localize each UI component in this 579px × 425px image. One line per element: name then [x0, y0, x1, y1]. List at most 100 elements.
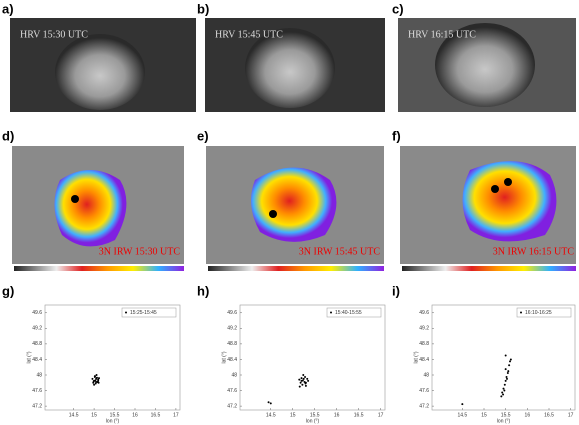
panel-label: i)	[392, 283, 400, 298]
x-tick-label: 15	[91, 412, 97, 418]
point	[97, 381, 100, 384]
point	[98, 377, 100, 380]
plot-frame	[239, 304, 386, 411]
point	[505, 377, 508, 380]
y-tick-label: 47.2	[227, 403, 237, 409]
marker	[269, 210, 277, 218]
y-axis-label: lat (°)	[221, 351, 227, 363]
x-tick-label: 16	[334, 412, 340, 418]
panel-label: h)	[197, 283, 209, 298]
point	[94, 382, 97, 385]
y-tick-label: 49.6	[227, 310, 237, 316]
panel-label: g)	[2, 283, 14, 298]
legend-label: 16:10-16:25	[525, 310, 552, 316]
x-tick-label: 14.5	[266, 412, 276, 418]
point	[301, 379, 304, 382]
x-tick-label: 16	[132, 412, 138, 418]
colorbar	[14, 266, 184, 271]
panel-label: f)	[392, 128, 401, 143]
point	[298, 385, 301, 388]
x-axis-label: lon (°)	[306, 418, 320, 424]
point	[299, 381, 302, 384]
point	[502, 387, 505, 390]
point	[95, 376, 98, 379]
point	[91, 377, 94, 380]
point	[504, 354, 507, 357]
y-tick-label: 49.2	[227, 326, 237, 332]
y-tick-label: 49.6	[32, 310, 42, 316]
x-axis-label: lon (°)	[106, 418, 120, 424]
x-tick-label: 17	[568, 412, 574, 418]
point	[300, 377, 303, 380]
x-axis-label: lon (°)	[497, 418, 511, 424]
panel-label: d)	[2, 128, 14, 143]
point	[503, 389, 506, 392]
y-tick-label: 48	[423, 372, 429, 378]
y-axis-label: lat (°)	[413, 351, 419, 363]
point	[93, 383, 96, 386]
x-tick-label: 15.5	[501, 412, 511, 418]
y-tick-label: 49.2	[419, 326, 429, 332]
marker	[491, 185, 499, 193]
point	[304, 384, 307, 387]
point	[95, 381, 98, 383]
point	[504, 368, 507, 371]
y-tick-label: 47.6	[419, 388, 429, 394]
legend-label: 15:25-15:45	[130, 310, 157, 316]
point	[507, 370, 510, 373]
point	[269, 402, 272, 405]
x-tick-label: 15.5	[110, 412, 120, 418]
legend-label: 15:40-15:55	[335, 310, 362, 316]
y-tick-label: 48.4	[227, 357, 237, 363]
cloud	[55, 34, 145, 110]
point	[304, 375, 307, 378]
x-tick-label: 15	[290, 412, 296, 418]
y-tick-label: 49.2	[32, 326, 42, 332]
y-tick-label: 47.6	[227, 388, 237, 394]
y-axis-label: lat (°)	[26, 351, 32, 363]
caption: 3N IRW 15:30 UTC	[99, 246, 181, 257]
y-tick-label: 48.8	[32, 341, 42, 347]
y-tick-label: 47.6	[32, 388, 42, 394]
point	[94, 379, 97, 382]
point	[502, 393, 505, 396]
legend-marker	[330, 311, 332, 314]
legend-marker	[125, 311, 127, 314]
caption: HRV 16:15 UTC	[408, 29, 476, 40]
y-tick-label: 49.6	[419, 310, 429, 316]
y-tick-label: 47.2	[32, 403, 42, 409]
panel-label: c)	[392, 1, 404, 16]
legend-marker	[520, 311, 522, 314]
point	[306, 377, 309, 380]
x-tick-label: 15.5	[310, 412, 320, 418]
point	[301, 383, 304, 386]
plot-frame	[44, 304, 181, 411]
point	[509, 358, 512, 361]
marker	[504, 178, 512, 186]
x-tick-label: 17	[378, 412, 384, 418]
point	[508, 364, 511, 367]
point	[509, 360, 511, 363]
x-tick-label: 16.5	[354, 412, 364, 418]
ir-cloud	[251, 167, 337, 242]
x-tick-label: 14.5	[69, 412, 79, 418]
point	[267, 401, 270, 404]
point	[93, 375, 96, 378]
y-tick-label: 48	[231, 372, 237, 378]
point	[505, 375, 508, 378]
x-tick-label: 14.5	[457, 412, 467, 418]
caption: HRV 15:45 UTC	[215, 29, 283, 40]
point	[500, 395, 503, 398]
legend-box	[516, 307, 572, 318]
x-tick-label: 16.5	[544, 412, 554, 418]
point	[92, 381, 95, 384]
marker	[71, 195, 79, 203]
plot-frame	[431, 304, 576, 411]
caption: HRV 15:30 UTC	[20, 29, 88, 40]
legend-box	[121, 307, 177, 318]
ir-cloud	[462, 161, 557, 242]
panel-label: b)	[197, 1, 209, 16]
point	[298, 378, 301, 381]
point	[97, 379, 100, 382]
